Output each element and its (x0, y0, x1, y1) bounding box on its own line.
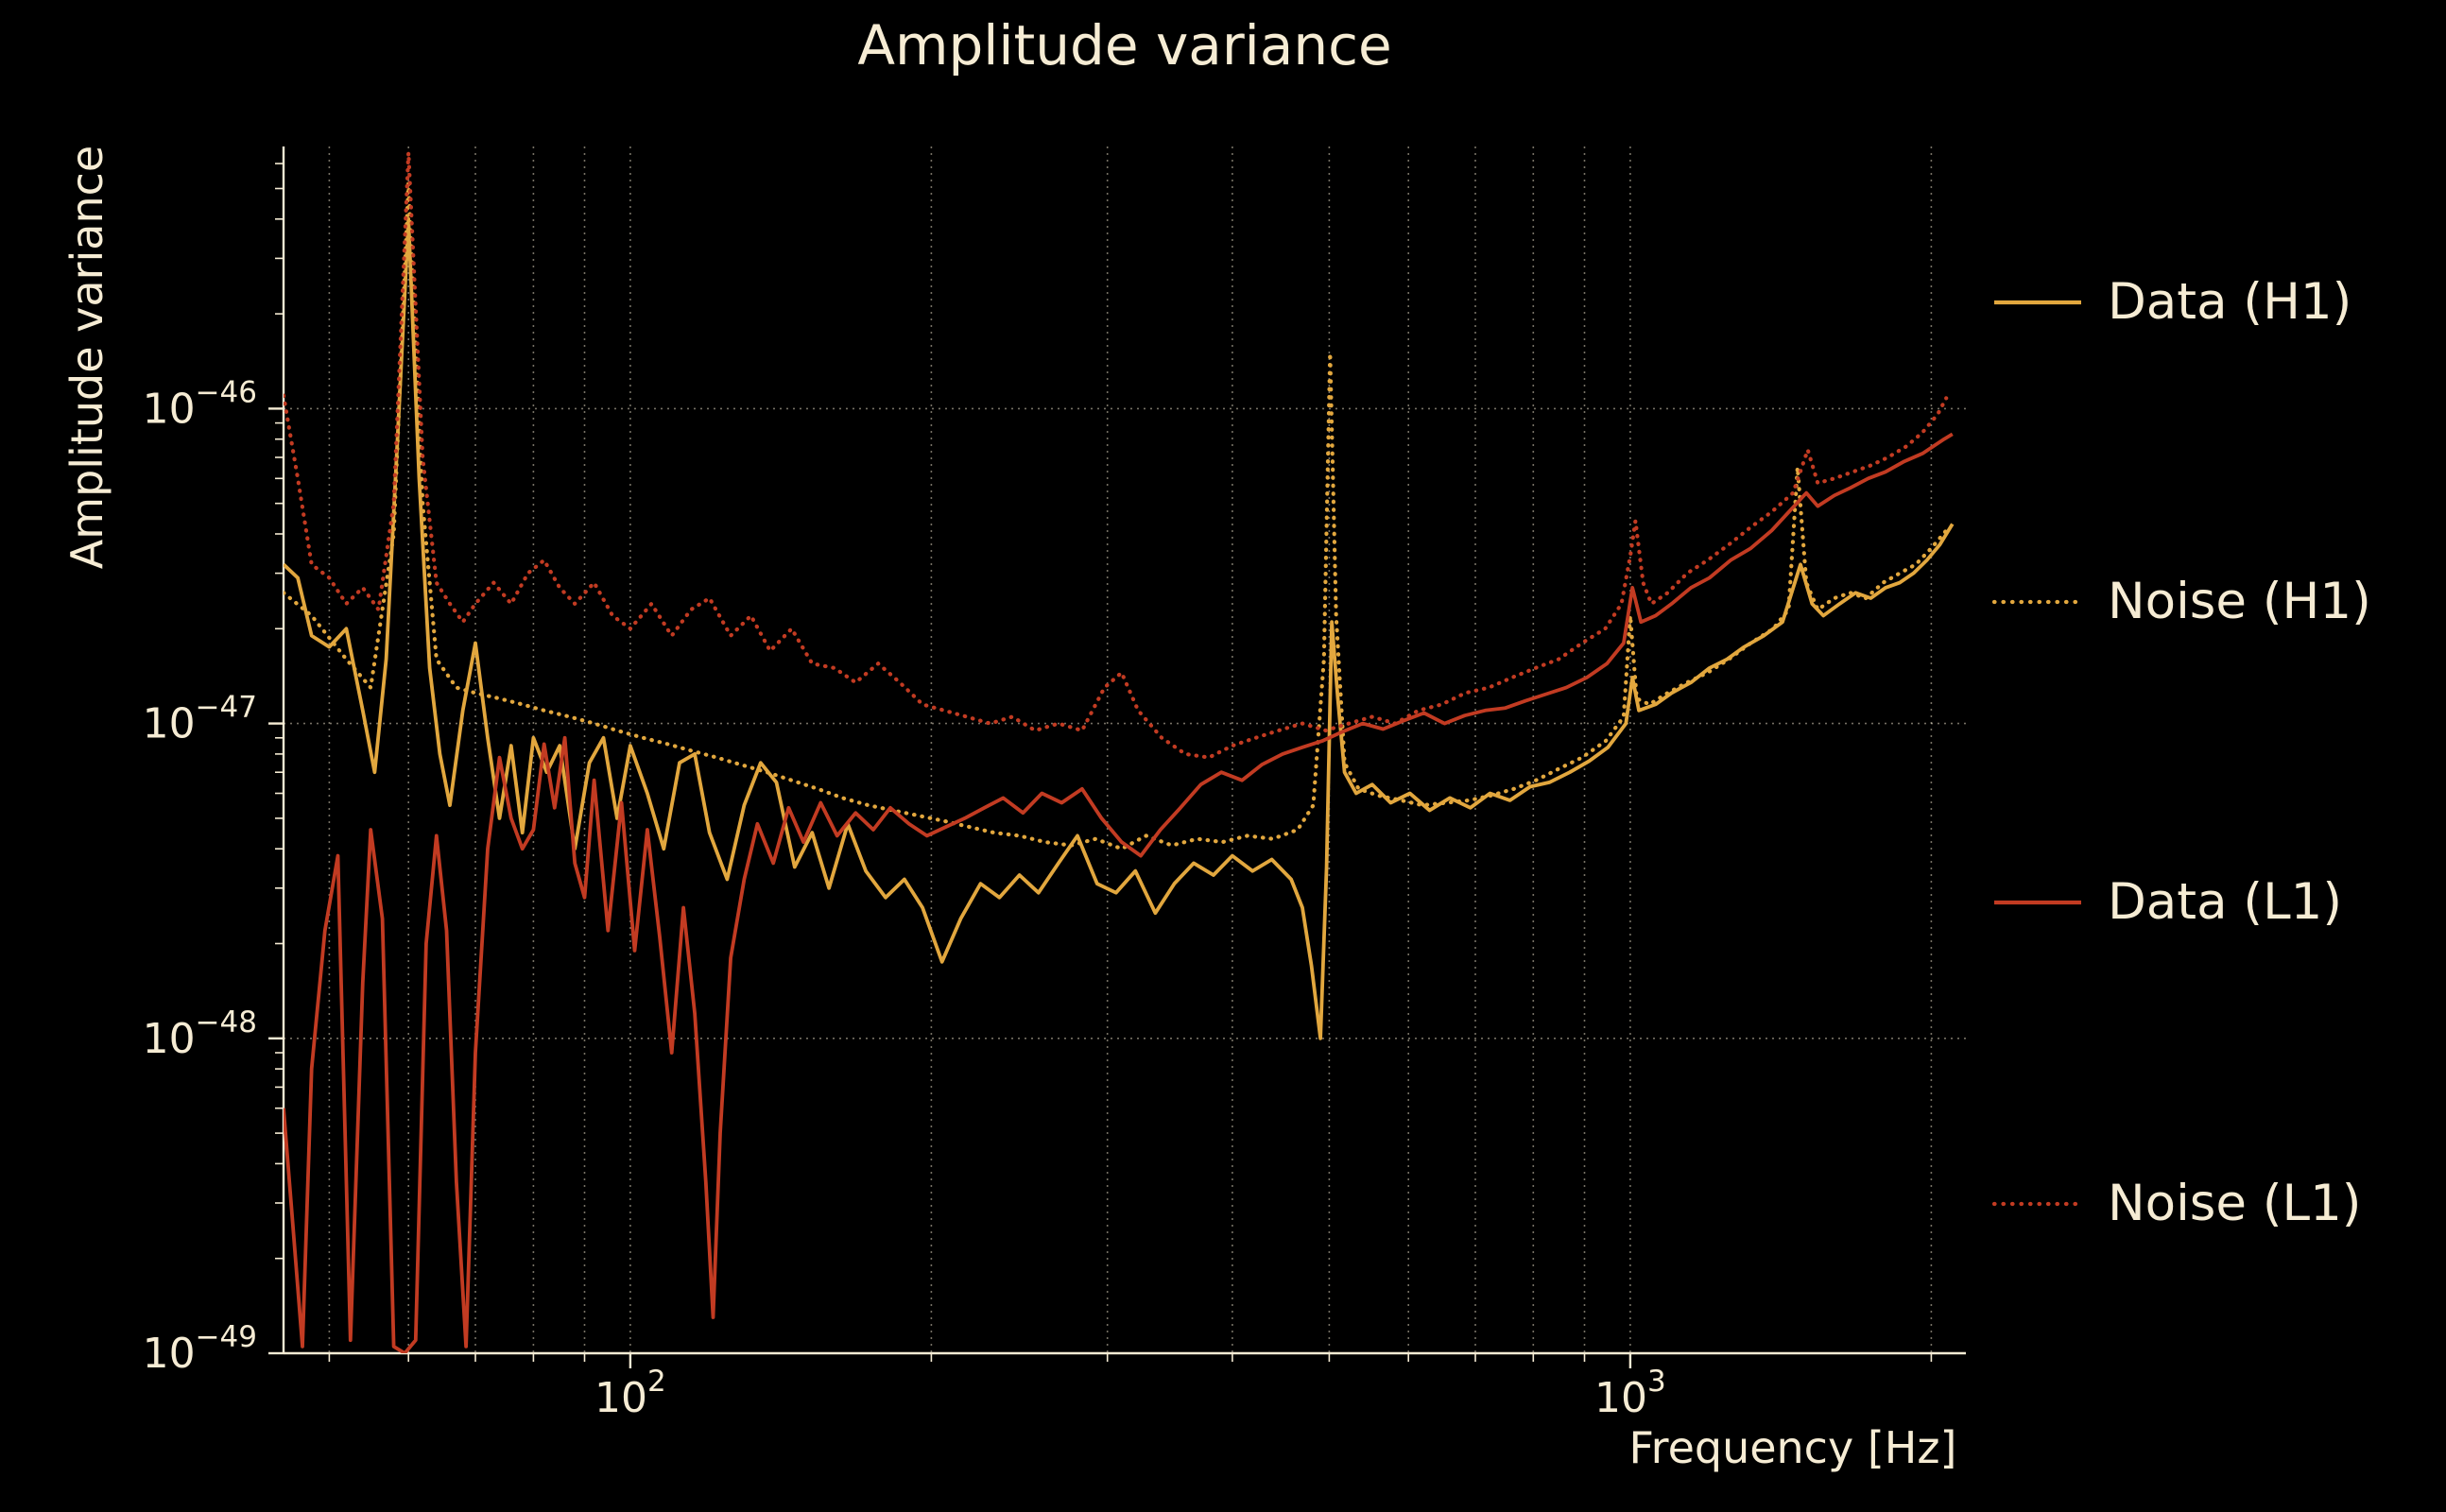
series-group (284, 150, 1955, 1353)
x-axis-label: Frequency [Hz] (1628, 1422, 1957, 1473)
x-tick-label: 102 (594, 1365, 666, 1422)
x-tick-label: 103 (1594, 1365, 1666, 1422)
chart-title: Amplitude variance (857, 13, 1392, 77)
y-tick-label: 10−48 (143, 1005, 257, 1063)
grid (284, 146, 1966, 1354)
y-tick-label: 10−47 (143, 691, 257, 748)
y-tick-label: 10−46 (143, 375, 257, 433)
series-line-noise_h1 (284, 180, 1949, 851)
series-line-data_l1 (284, 432, 1954, 1353)
series-line-noise_l1 (284, 150, 1949, 760)
y-axis-label: Amplitude variance (61, 145, 112, 570)
y-tick-label: 10−49 (143, 1320, 257, 1378)
